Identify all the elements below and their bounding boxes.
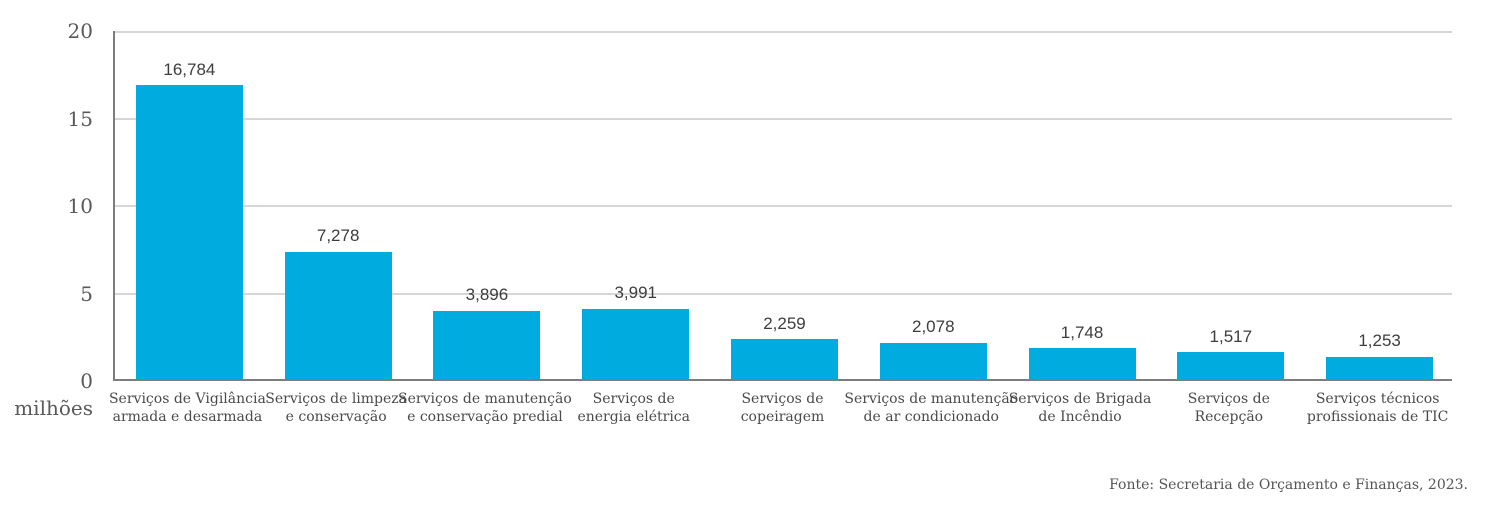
plot-area: 16,784 7,278 3,896 3,991 2,259 2,078 1,748 1,51… [113,31,1452,381]
bar-value-label-8: 1,253 [1358,331,1401,351]
bar-value-label-3: 3,991 [614,283,657,303]
bar-7 [1177,352,1285,379]
bar-3 [582,309,690,379]
x-category-label-line: e conservação predial [407,409,563,425]
x-category-label-line: de Incêndio [1038,409,1122,425]
y-axis-unit-label: milhões [14,396,93,420]
bar-5 [879,342,987,379]
x-category-label-line: profissionais de TIC [1306,409,1449,425]
gridline-y-20 [115,31,1452,33]
x-category-label-4: Serviços de copeiragem [696,390,870,426]
bar-0 [135,85,243,379]
x-category-label-2: Serviços de manutenção e conservação pred… [398,390,572,426]
bar-1 [284,251,392,379]
y-tick-label-10: 10 [67,194,93,218]
bar-value-label-0: 16,784 [163,59,216,79]
x-category-label-line: de ar condicionado [863,409,999,425]
x-axis-category-labels: Serviços de Vigilância armada e desarmada… [109,390,1452,434]
y-axis: 0 5 10 15 20 [0,21,95,391]
bar-value-label-5: 2,078 [911,316,955,336]
x-category-label-line: copeiragem [740,409,825,425]
bar-8 [1326,357,1434,379]
x-category-label-line: e conservação [285,409,387,425]
x-category-label-3: Serviços de energia elétrica [547,390,721,426]
bar-4 [731,339,838,379]
gridline-y-15 [115,117,1452,120]
x-category-label-1: Serviços de limpeza e conservação [249,390,423,426]
x-category-label-line: Serviços de Vigilância [108,391,266,407]
bar-2 [433,310,541,379]
x-category-label-6: Serviços de Brigada de Incêndio [993,390,1167,426]
source-note: Fonte: Secretaria de Orçamento e Finança… [1109,477,1468,493]
y-tick-label-15: 15 [67,106,93,131]
bar-value-label-6: 1,748 [1060,322,1104,342]
gridline-y-5 [115,292,1452,295]
x-category-label-line: energia elétrica [577,409,690,425]
x-category-label-line: Serviços de [741,391,824,407]
x-category-label-line: Serviços de [1187,391,1270,407]
x-category-label-line: armada e desarmada [112,409,263,425]
bar-value-label-4: 2,259 [763,313,806,333]
bar-value-label-1: 7,278 [316,225,360,245]
x-category-label-line: Serviços técnicos [1315,391,1440,407]
bar-value-label-7: 1,517 [1209,326,1253,346]
x-category-label-7: Serviços de Recepção [1142,390,1316,426]
bar-value-label-2: 3,896 [465,285,509,305]
y-tick-label-5: 5 [80,281,93,306]
x-category-label-8: Serviços técnicos profissionais de TIC [1291,390,1465,426]
x-category-label-line: Serviços de [592,391,675,407]
y-tick-label-0: 0 [80,369,93,393]
x-category-label-line: Serviços de limpeza [265,391,408,407]
x-category-label-line: Serviços de Brigada [1008,391,1152,407]
x-category-label-line: Serviços de manutenção [844,391,1019,407]
bar-6 [1028,348,1136,379]
x-category-label-line: Serviços de manutenção [398,391,572,407]
x-category-label-line: Recepção [1194,409,1264,425]
gridline-y-10 [115,205,1452,207]
y-tick-label-20: 20 [67,19,93,43]
x-category-label-0: Serviços de Vigilância armada e desarmada [100,390,274,426]
x-category-label-5: Serviços de manutenção de ar condicionado [844,390,1018,426]
